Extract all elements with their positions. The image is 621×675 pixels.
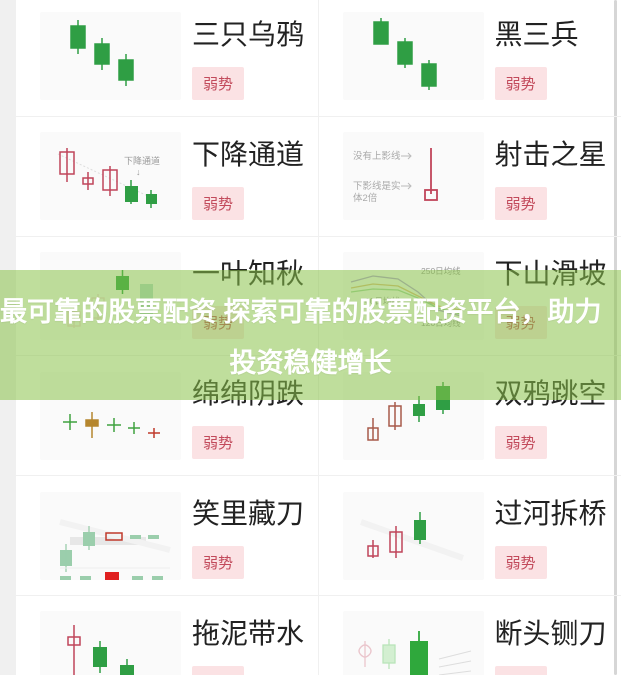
svg-text:体2倍: 体2倍 — [353, 192, 378, 204]
svg-text:↓: ↓ — [136, 167, 141, 177]
svg-text:没有上影线: 没有上影线 — [353, 150, 401, 162]
svg-text:下降通道: 下降通道 — [124, 155, 160, 166]
svg-text:下影线是实: 下影线是实 — [353, 180, 401, 192]
